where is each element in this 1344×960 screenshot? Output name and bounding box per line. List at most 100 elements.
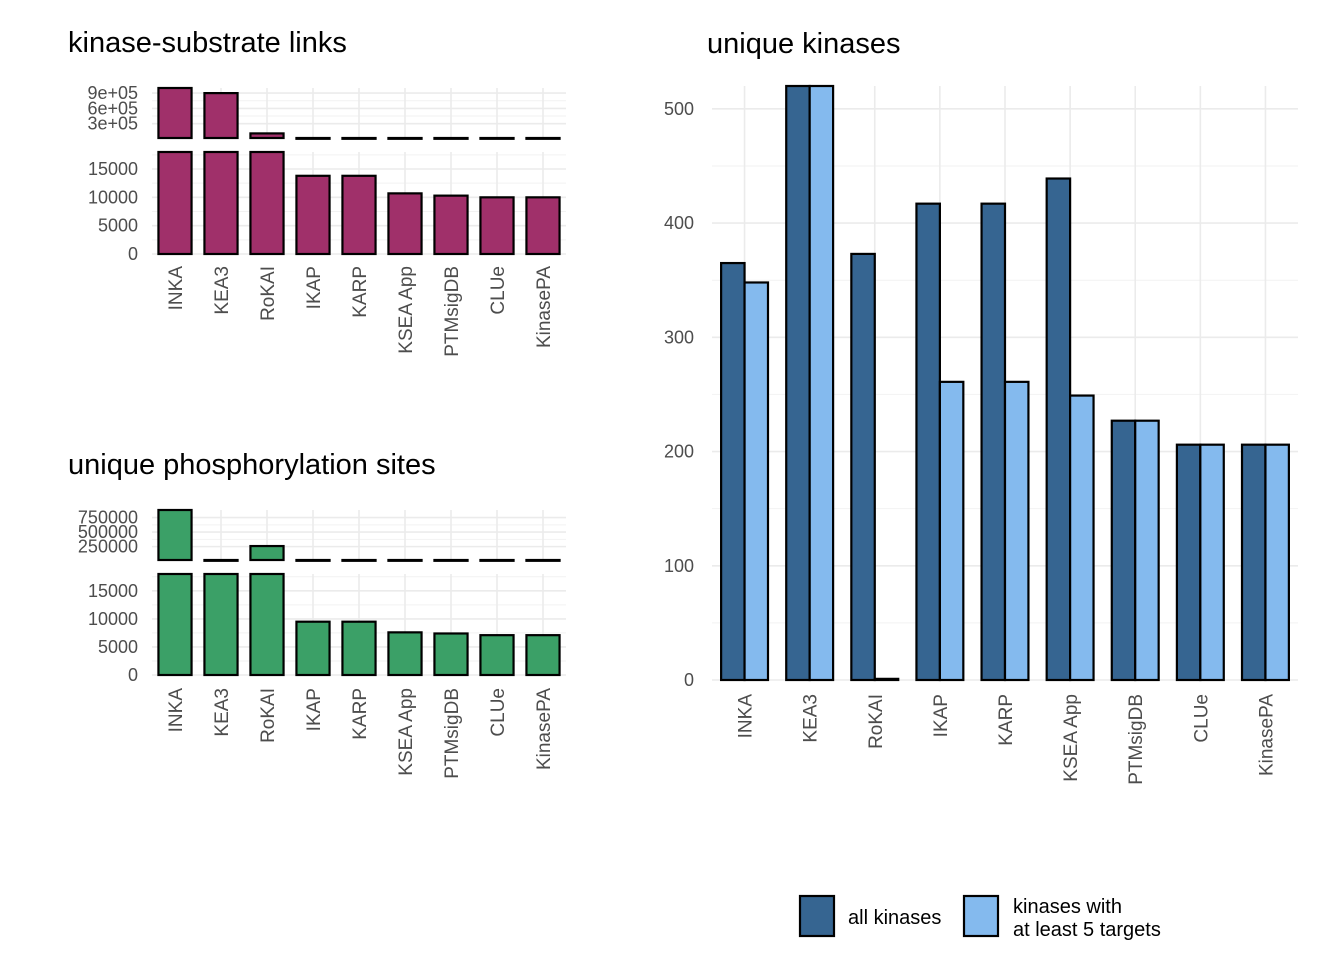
sites-category-label-karp: KARP — [350, 688, 371, 740]
kinases-bar-ptmsigdb-min5 — [1134, 419, 1160, 682]
links-bar-upper-kea3 — [203, 92, 239, 140]
kinases-category-label-clue: CLUe — [1191, 694, 1212, 743]
legend-label-all-kinases: all kinases — [848, 907, 941, 929]
sites-bar-upper-kea3 — [203, 558, 239, 562]
sites-bar-kea3 — [203, 572, 239, 677]
kinases-bar-rokai-min5 — [873, 677, 900, 682]
kinases-bar-kea3-min5 — [808, 84, 835, 682]
sites-upper-tick-label: 750000 — [78, 508, 138, 528]
kinases-bar-inka-min5 — [743, 281, 770, 682]
sites-category-label-ptmsigdb: PTMsigDB — [442, 688, 463, 779]
kinases-plot-area: 0 100 200 300 400 500 — [664, 84, 1298, 690]
links-bar-upper-rokai — [249, 132, 285, 140]
links-bar-upper-ikap — [295, 136, 331, 140]
kinases-tick-label: 0 — [684, 670, 694, 690]
kinases-tick-label: 500 — [664, 99, 694, 119]
sites-bar-upper-rokai — [249, 544, 285, 562]
sites-category-label-kinasepa: KinasePA — [534, 688, 555, 770]
links-bar-kea3 — [203, 150, 239, 256]
links-x-axis: INKA KEA3 RoKAI IKAP KARP KSEA App PTMsigDB CLU… — [166, 266, 555, 357]
kinases-tick-label: 100 — [664, 556, 694, 576]
links-category-label-ksea-app: KSEA App — [396, 266, 417, 354]
sites-category-label-ksea-app: KSEA App — [396, 688, 417, 776]
links-bar-upper-ksea-app — [387, 136, 423, 140]
sites-bar-ptmsigdb — [433, 632, 469, 677]
sites-category-label-clue: CLUe — [488, 688, 509, 737]
links-bar-upper-karp — [341, 136, 377, 140]
links-category-label-kea3: KEA3 — [212, 266, 233, 315]
links-bar-karp — [341, 174, 377, 256]
kinases-category-label-inka: INKA — [736, 694, 757, 739]
kinases-category-label-kinasepa: KinasePA — [1256, 694, 1277, 776]
sites-upper-tick-label: 250000 — [78, 537, 138, 557]
kinases-bar-kinasepa-min5 — [1264, 443, 1290, 682]
sites-lower-tick-label: 5000 — [98, 637, 138, 657]
links-bar-kinasepa — [525, 196, 561, 256]
kinases-bar-karp-min5 — [1003, 380, 1030, 682]
sites-lower-tick-label: 10000 — [88, 609, 138, 629]
sites-bar-ikap — [295, 620, 331, 677]
kinases-bar-ksea-app-all — [1045, 177, 1072, 682]
kinases-chart: 0 100 200 300 400 500 INKA KEA3 RoKAI IKAP KARP KS… — [664, 84, 1298, 785]
kinases-bar-karp-all — [980, 202, 1007, 682]
sites-lower-tick-label: 0 — [128, 665, 138, 685]
links-bar-upper-ptmsigdb — [433, 136, 469, 140]
kinases-category-label-ksea-app: KSEA App — [1061, 694, 1082, 782]
links-category-label-rokai: RoKAI — [258, 266, 279, 321]
sites-category-label-ikap: IKAP — [304, 688, 325, 731]
links-lower-tick-label: 15000 — [88, 159, 138, 179]
kinases-x-axis: INKA KEA3 RoKAI IKAP KARP KSEA App PTMsigDB CLU… — [736, 694, 1278, 785]
links-chart-title: kinase-substrate links — [68, 27, 347, 59]
links-category-label-inka: INKA — [166, 266, 187, 311]
links-category-label-ikap: IKAP — [304, 266, 325, 309]
sites-bar-upper-ptmsigdb — [433, 558, 469, 562]
links-bar-upper-clue — [479, 136, 515, 140]
kinases-bar-rokai-all — [850, 252, 876, 682]
sites-bar-upper-ksea-app — [387, 558, 423, 562]
links-bar-upper-inka — [157, 86, 193, 140]
sites-x-axis: INKA KEA3 RoKAI IKAP KARP KSEA App PTMsigDB CLU… — [166, 688, 555, 779]
links-lower-tick-label: 0 — [128, 244, 138, 264]
links-bar-ksea-app — [387, 192, 423, 256]
links-category-label-ptmsigdb: PTMsigDB — [442, 266, 463, 357]
kinases-bar-kea3-all — [785, 84, 811, 682]
kinases-bar-ikap-min5 — [938, 380, 965, 682]
links-bar-inka — [157, 150, 193, 256]
links-category-label-kinasepa: KinasePA — [534, 266, 555, 348]
kinases-category-label-rokai: RoKAI — [866, 694, 887, 749]
links-bar-upper-kinasepa — [525, 136, 561, 140]
legend-label-kinases-5-targets-line2: at least 5 targets — [1013, 919, 1161, 941]
sites-bar-upper-karp — [341, 558, 377, 562]
sites-category-label-inka: INKA — [166, 688, 187, 733]
sites-bar-upper-kinasepa — [525, 558, 561, 562]
kinases-bar-ksea-app-min5 — [1069, 394, 1095, 682]
kinases-tick-label: 300 — [664, 327, 694, 347]
legend-swatch-all-kinases — [798, 894, 836, 938]
kinases-bar-clue-all — [1175, 443, 1202, 682]
kinases-bar-ptmsigdb-all — [1110, 419, 1137, 682]
links-upper-tick-label: 3e+05 — [87, 114, 138, 134]
sites-bar-upper-clue — [479, 558, 515, 562]
sites-lower-panel: 0 5000 10000 15000 — [88, 572, 566, 685]
links-lower-tick-label: 5000 — [98, 216, 138, 236]
legend-swatch-kinases-5-targets — [962, 894, 1000, 938]
sites-bar-kinasepa — [525, 634, 561, 677]
kinases-category-label-ikap: IKAP — [931, 694, 952, 737]
links-lower-panel: 0 5000 10000 15000 — [88, 150, 566, 264]
sites-category-label-rokai: RoKAI — [258, 688, 279, 743]
kinases-bar-clue-min5 — [1199, 443, 1225, 682]
kinases-category-label-karp: KARP — [996, 694, 1017, 746]
legend-label-kinases-5-targets-line1: kinases with — [1013, 896, 1122, 918]
kinases-tick-label: 200 — [664, 442, 694, 462]
kinases-bar-kinasepa-all — [1240, 443, 1267, 682]
kinases-category-label-kea3: KEA3 — [801, 694, 822, 743]
sites-bar-clue — [479, 634, 515, 677]
links-upper-tick-label: 6e+05 — [87, 98, 138, 118]
sites-upper-tick-label: 500000 — [78, 522, 138, 542]
links-bar-rokai — [249, 150, 285, 256]
